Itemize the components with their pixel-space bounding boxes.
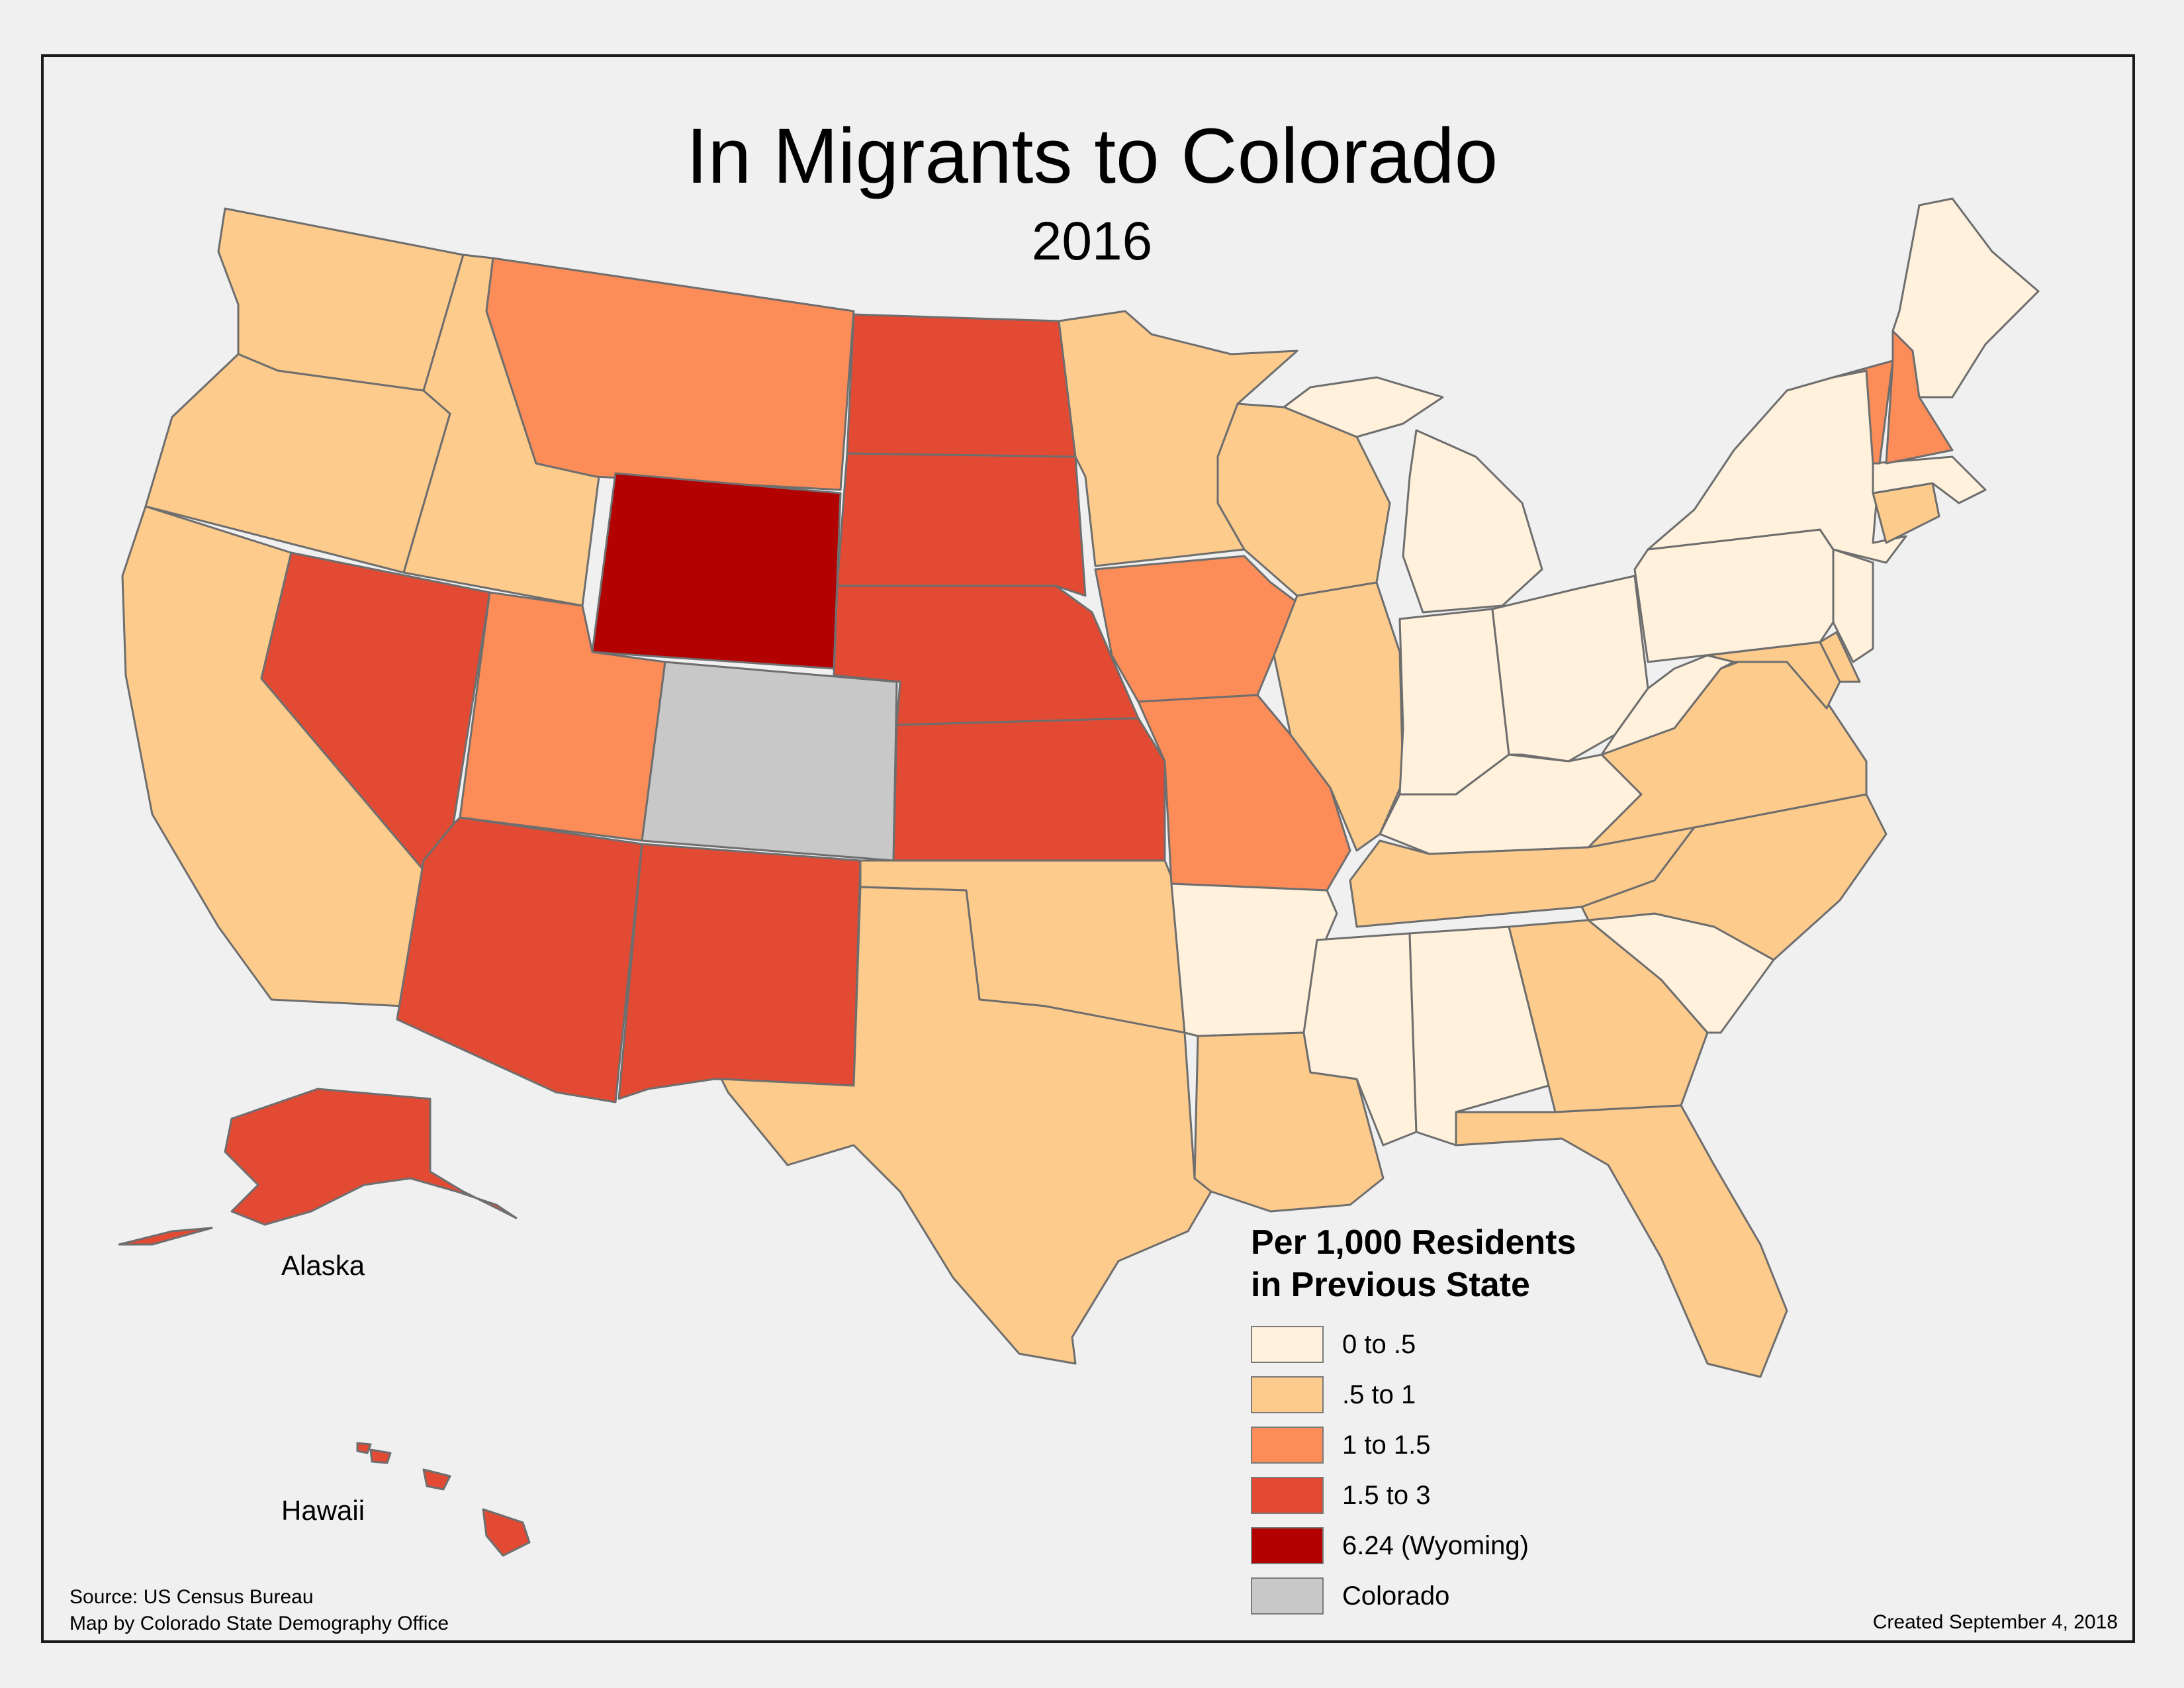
legend-title-line2: in Previous State <box>1251 1266 1530 1304</box>
state-ME <box>1891 197 2040 399</box>
state-AK <box>118 1088 518 1246</box>
state-DE <box>1819 631 1861 683</box>
legend-item: .5 to 1 <box>1251 1370 1714 1420</box>
credit-text: Map by Colorado State Demography Office <box>69 1613 449 1634</box>
legend-swatch <box>1251 1527 1324 1564</box>
state-MT <box>485 257 855 491</box>
state-WI <box>1216 402 1391 597</box>
legend-swatch <box>1251 1326 1324 1363</box>
state-SD <box>836 452 1087 597</box>
legend-label: .5 to 1 <box>1342 1380 1416 1409</box>
legend-title: Per 1,000 Residents in Previous State <box>1251 1221 1714 1306</box>
legend-item: 1.5 to 3 <box>1251 1470 1714 1521</box>
state-WY[interactable] <box>591 472 842 670</box>
state-VT <box>1832 359 1894 465</box>
legend-swatch <box>1251 1577 1324 1615</box>
hawaii-label: Hawaii <box>281 1495 365 1526</box>
map-frame <box>41 54 2135 1643</box>
state-IA <box>1094 555 1298 703</box>
legend-swatch <box>1251 1427 1324 1464</box>
legend-label: 1 to 1.5 <box>1342 1430 1431 1460</box>
state-TX <box>720 886 1212 1365</box>
legend-item: 6.24 (Wyoming) <box>1251 1521 1714 1571</box>
state-ND <box>846 313 1077 458</box>
state-MA <box>1872 455 1987 504</box>
legend-swatch <box>1251 1477 1324 1514</box>
legend: Per 1,000 Residents in Previous State 0 … <box>1251 1221 1714 1621</box>
map-subtitle: 2016 <box>1031 211 1153 271</box>
alaska-label: Alaska <box>281 1250 365 1281</box>
legend-item: 0 to .5 <box>1251 1319 1714 1370</box>
legend-label: 1.5 to 3 <box>1342 1480 1431 1510</box>
state-HI <box>356 1442 531 1557</box>
source-text: Source: US Census Bureau <box>69 1586 314 1608</box>
legend-label: 6.24 (Wyoming) <box>1342 1530 1529 1560</box>
legend-label: 0 to .5 <box>1342 1329 1416 1359</box>
state-NJ <box>1832 548 1874 663</box>
legend-item: 1 to 1.5 <box>1251 1420 1714 1470</box>
legend-title-line1: Per 1,000 Residents <box>1251 1223 1576 1262</box>
map-title: In Migrants to Colorado <box>686 113 1498 200</box>
state-AZ <box>396 816 643 1103</box>
created-date: Created September 4, 2018 <box>1872 1611 2118 1633</box>
legend-label: Colorado <box>1342 1581 1450 1611</box>
state-IL <box>1273 581 1404 852</box>
footer-credits: Source: US Census Bureau Map by Colorado… <box>69 1584 449 1637</box>
state-FL <box>1455 1104 1788 1378</box>
state-NY <box>1647 369 1907 564</box>
state-NC <box>1580 793 1888 961</box>
legend-swatch <box>1251 1376 1324 1413</box>
state-NM <box>617 843 862 1100</box>
legend-item: Colorado <box>1251 1571 1714 1621</box>
state-KS <box>892 717 1166 862</box>
state-CO[interactable] <box>641 661 898 862</box>
